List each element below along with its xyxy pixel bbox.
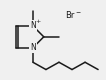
Text: N: N (30, 21, 36, 30)
Text: N: N (30, 43, 36, 52)
Text: +: + (36, 19, 41, 24)
Text: Br: Br (65, 10, 75, 20)
Text: −: − (75, 10, 81, 15)
